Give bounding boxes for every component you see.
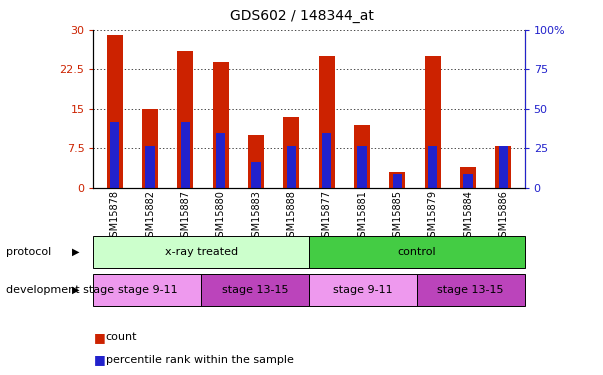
Bar [496, 146, 511, 188]
Text: control: control [397, 247, 436, 257]
Bar [357, 146, 367, 150]
Bar [286, 146, 296, 188]
Text: GDS602 / 148344_at: GDS602 / 148344_at [230, 9, 373, 23]
Text: development stage: development stage [6, 285, 114, 295]
Bar [499, 146, 508, 188]
Text: stage 13-15: stage 13-15 [437, 285, 504, 295]
Bar [251, 162, 261, 166]
Bar [286, 146, 296, 150]
Bar [428, 146, 438, 188]
Bar [319, 56, 335, 188]
Bar [309, 274, 417, 306]
Text: x-ray treated: x-ray treated [165, 247, 238, 257]
Bar [213, 62, 229, 188]
Bar [251, 162, 261, 188]
Text: stage 9-11: stage 9-11 [333, 285, 393, 295]
Bar [499, 146, 508, 150]
Bar [322, 134, 332, 137]
Bar [142, 109, 158, 188]
Bar [110, 122, 119, 188]
Bar [177, 51, 194, 188]
Text: ▶: ▶ [72, 247, 79, 257]
Bar [216, 134, 226, 137]
Bar [354, 124, 370, 188]
Bar [309, 236, 525, 268]
Bar [460, 166, 476, 188]
Text: percentile rank within the sample: percentile rank within the sample [106, 355, 294, 365]
Bar [110, 123, 119, 126]
Bar [283, 117, 299, 188]
Bar [93, 236, 309, 268]
Bar [201, 274, 309, 306]
Bar [463, 174, 473, 188]
Bar [417, 274, 525, 306]
Bar [145, 146, 155, 188]
Bar [390, 172, 405, 188]
Bar [107, 35, 122, 188]
Text: protocol: protocol [6, 247, 51, 257]
Text: ■: ■ [93, 354, 105, 366]
Bar [357, 146, 367, 188]
Bar [393, 174, 402, 188]
Bar [322, 134, 332, 188]
Bar [463, 175, 473, 178]
Bar [145, 146, 155, 150]
Bar [248, 135, 264, 188]
Bar [93, 274, 201, 306]
Bar [428, 146, 438, 150]
Bar [425, 56, 441, 188]
Text: stage 9-11: stage 9-11 [118, 285, 177, 295]
Bar [393, 175, 402, 178]
Text: stage 13-15: stage 13-15 [222, 285, 288, 295]
Bar [180, 122, 190, 188]
Text: count: count [106, 333, 137, 342]
Text: ▶: ▶ [72, 285, 79, 295]
Bar [180, 123, 190, 126]
Bar [216, 134, 226, 188]
Text: ■: ■ [93, 331, 105, 344]
